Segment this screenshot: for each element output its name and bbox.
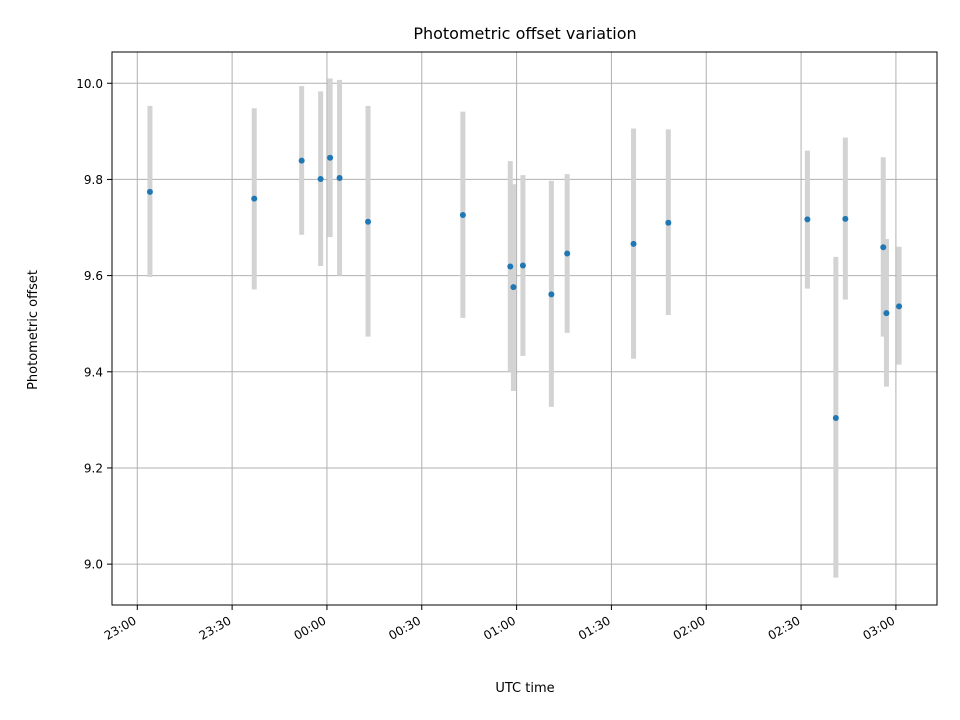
data-point [507, 263, 514, 270]
data-point [548, 291, 555, 298]
data-point [519, 262, 526, 269]
data-point [510, 284, 517, 291]
y-tick-label: 9.8 [84, 173, 103, 187]
plot-frame [111, 51, 938, 606]
data-point [251, 195, 258, 202]
y-tick-label: 9.4 [84, 365, 103, 379]
data-point [327, 154, 334, 161]
data-point [896, 303, 903, 310]
data-point [336, 174, 343, 181]
x-axis-label: UTC time [495, 681, 554, 696]
data-point [880, 244, 887, 251]
data-point [564, 250, 571, 257]
data-point [630, 240, 637, 247]
data-point [665, 219, 672, 226]
data-points [146, 154, 903, 421]
y-tick-label: 9.2 [84, 461, 103, 475]
y-axis-label: Photometric offset [26, 270, 41, 390]
data-point [365, 218, 372, 225]
y-tick-label: 9.6 [84, 269, 103, 283]
y-tick-label: 9.0 [84, 558, 103, 572]
y-tick-label: 10.0 [76, 77, 103, 91]
data-point [317, 175, 324, 182]
data-point [146, 188, 153, 195]
data-point [883, 310, 890, 317]
data-point [842, 215, 849, 222]
data-point [459, 212, 466, 219]
data-point [298, 157, 305, 164]
y-axis-ticks: 9.0 9.2 9.4 9.6 9.8 10.0 [76, 77, 112, 572]
data-point [832, 414, 839, 421]
chart-title: Photometric offset variation [413, 24, 636, 43]
data-point [804, 216, 811, 223]
